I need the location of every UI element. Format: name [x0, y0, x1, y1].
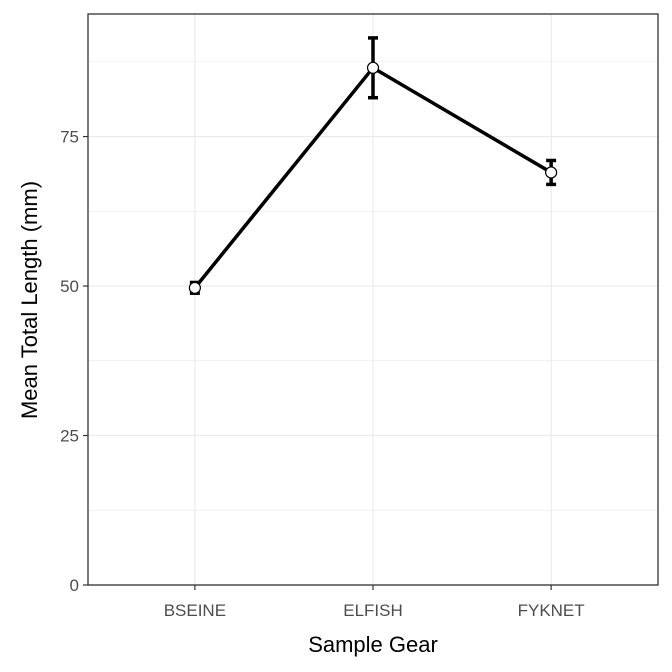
data-point: [188, 281, 201, 294]
data-point: [545, 166, 558, 179]
plot-data: [188, 36, 558, 295]
x-tick-label: BSEINE: [164, 601, 226, 620]
y-tick-label: 0: [70, 576, 79, 595]
y-axis-title: Mean Total Length (mm): [17, 181, 42, 419]
x-tick-label: ELFISH: [343, 601, 403, 620]
x-tick-label: FYKNET: [518, 601, 585, 620]
y-tick-label: 75: [60, 128, 79, 147]
axes: 0 25 50 75 BSEINE ELFISH FYKNET: [60, 128, 585, 620]
y-tick-label: 25: [60, 427, 79, 446]
y-tick-label: 50: [60, 277, 79, 296]
data-point: [366, 61, 380, 74]
x-axis-title: Sample Gear: [308, 632, 438, 657]
